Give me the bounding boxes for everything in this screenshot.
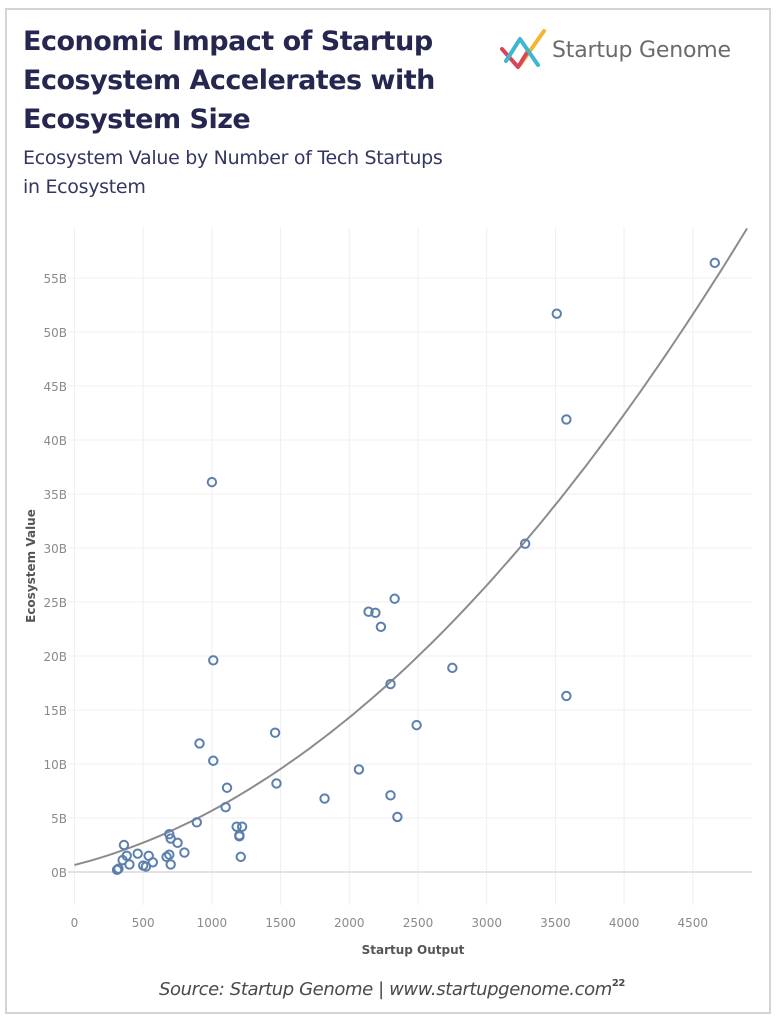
y-axis: 0B 5B 10B 15B 20B 25B 30B 35B 40B 45B 50B 55B (43, 272, 67, 880)
data-point (551, 308, 562, 319)
x-tick-label: 3500 (540, 916, 571, 930)
footnote-marker: 22 (611, 978, 626, 989)
data-point (206, 476, 218, 488)
data-point (561, 414, 572, 425)
x-tick-label: 1000 (197, 916, 228, 930)
y-tick-label: 55B (43, 272, 67, 286)
y-tick-label: 0B (51, 866, 67, 880)
logo-text: Startup Genome (552, 37, 731, 63)
y-tick-label: 40B (43, 434, 67, 448)
x-tick-label: 500 (132, 916, 155, 930)
data-point (165, 859, 176, 870)
data-point (353, 764, 365, 775)
data-point (220, 802, 231, 813)
y-tick-label: 25B (43, 596, 67, 610)
data-point (147, 857, 159, 868)
data-point (111, 864, 123, 876)
data-point (370, 607, 381, 618)
data-point (235, 851, 246, 863)
y-tick-label: 5B (51, 812, 67, 826)
data-point (709, 257, 720, 269)
grid (68, 227, 752, 905)
y-tick-label: 20B (43, 650, 67, 664)
logo-blue-stroke (504, 37, 540, 67)
data-point (164, 849, 175, 860)
data-point (194, 738, 205, 749)
data-point (208, 755, 219, 766)
data-point (132, 848, 143, 859)
x-axis: 0 500 1000 1500 2000 2500 3000 3500 4000 4500 (71, 916, 708, 930)
data-point (447, 662, 458, 674)
data-point (179, 847, 190, 858)
data-point (375, 621, 387, 633)
x-tick-label: 3000 (471, 916, 502, 930)
logo-red-stroke (500, 47, 530, 69)
data-point (138, 860, 149, 871)
data-point (172, 837, 183, 849)
data-point (411, 719, 422, 731)
data-point (231, 821, 242, 832)
data-point (121, 850, 132, 861)
chart-subtitle: Ecosystem Value by Number of Tech Startu… (23, 147, 443, 198)
data-point (385, 790, 396, 801)
source-text: Source: Startup Genome | www.startupgeno… (158, 979, 612, 1000)
data-point (271, 778, 282, 789)
data-point (319, 793, 330, 804)
data-point (519, 538, 531, 549)
data-point (221, 782, 233, 793)
y-axis-label: Ecosystem Value (24, 509, 38, 623)
startup-genome-logo: Startup Genome (498, 26, 731, 74)
data-point (561, 690, 572, 702)
x-tick-label: 2500 (403, 916, 434, 930)
data-point (385, 678, 396, 690)
data-point (389, 593, 400, 604)
y-tick-label: 35B (43, 488, 67, 502)
data-points (111, 257, 720, 876)
chart-title: Economic Impact of Startup Ecosystem Acc… (23, 26, 435, 135)
x-tick-label: 4500 (678, 916, 709, 930)
y-tick-label: 30B (43, 542, 67, 556)
x-tick-label: 4000 (609, 916, 640, 930)
data-point (118, 839, 130, 851)
x-axis-label: Startup Output (362, 943, 465, 957)
x-tick-label: 2000 (334, 916, 365, 930)
data-point (363, 606, 374, 617)
data-point (269, 727, 281, 738)
y-tick-label: 45B (43, 380, 67, 394)
data-point (208, 655, 219, 666)
data-point (392, 811, 403, 823)
y-tick-label: 10B (43, 758, 67, 772)
x-tick-label: 1500 (265, 916, 296, 930)
startup-genome-logo-icon (500, 29, 546, 69)
y-tick-label: 15B (43, 704, 67, 718)
data-point (236, 821, 248, 832)
y-tick-label: 50B (43, 326, 67, 340)
x-tick-label: 0 (71, 916, 79, 930)
data-point (124, 859, 135, 870)
source-note: Source: Startup Genome | www.startupgeno… (0, 978, 784, 1000)
data-point (191, 817, 202, 828)
data-point (234, 831, 245, 842)
trend-line (74, 227, 748, 866)
